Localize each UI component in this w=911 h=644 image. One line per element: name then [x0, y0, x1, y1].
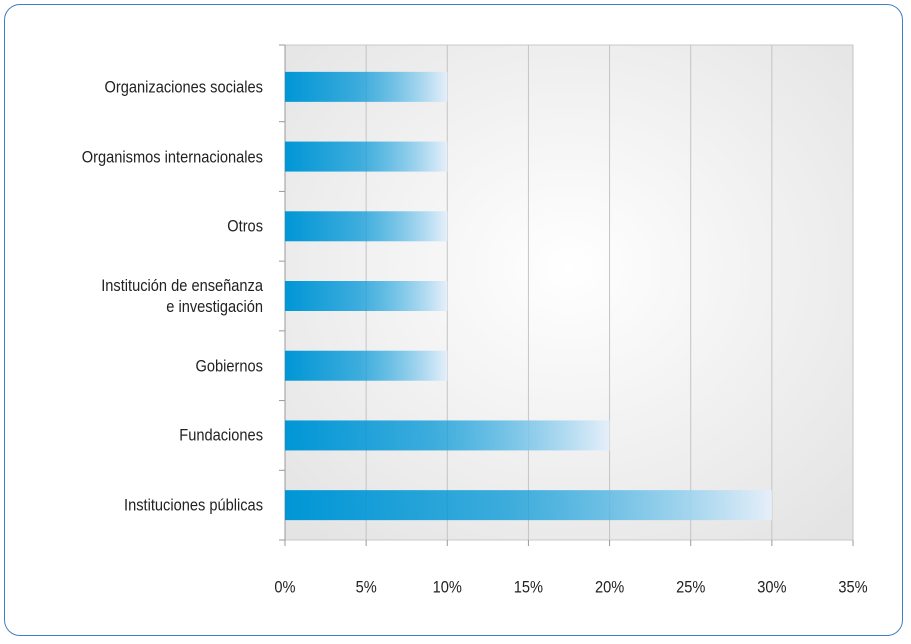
- x-tick-label: 0%: [274, 579, 295, 597]
- bar: [285, 490, 772, 521]
- bar: [285, 141, 448, 172]
- y-tick-label: Otros: [227, 216, 263, 236]
- bar: [285, 350, 448, 381]
- y-tick-label: Institución de enseñanza e investigación: [101, 276, 263, 316]
- x-tick-label: 10%: [433, 579, 462, 597]
- x-tick-label: 15%: [514, 579, 543, 597]
- y-tick-label: Fundaciones: [179, 425, 263, 445]
- y-tick-label: Gobiernos: [195, 356, 263, 376]
- x-tick-label: 35%: [838, 579, 867, 597]
- y-tick-label: Instituciones públicas: [124, 495, 264, 515]
- bar: [285, 420, 610, 451]
- y-tick-label: Organismos internacionales: [81, 147, 264, 167]
- x-tick-label: 20%: [595, 579, 624, 597]
- x-tick-label: 5%: [356, 579, 377, 597]
- y-tick-label: Organizaciones sociales: [104, 77, 263, 97]
- bar: [285, 211, 448, 242]
- x-tick-label: 25%: [676, 579, 705, 597]
- bar: [285, 281, 448, 311]
- frame: [4, 4, 903, 636]
- bar: [285, 71, 448, 102]
- x-tick-label: 30%: [757, 579, 786, 597]
